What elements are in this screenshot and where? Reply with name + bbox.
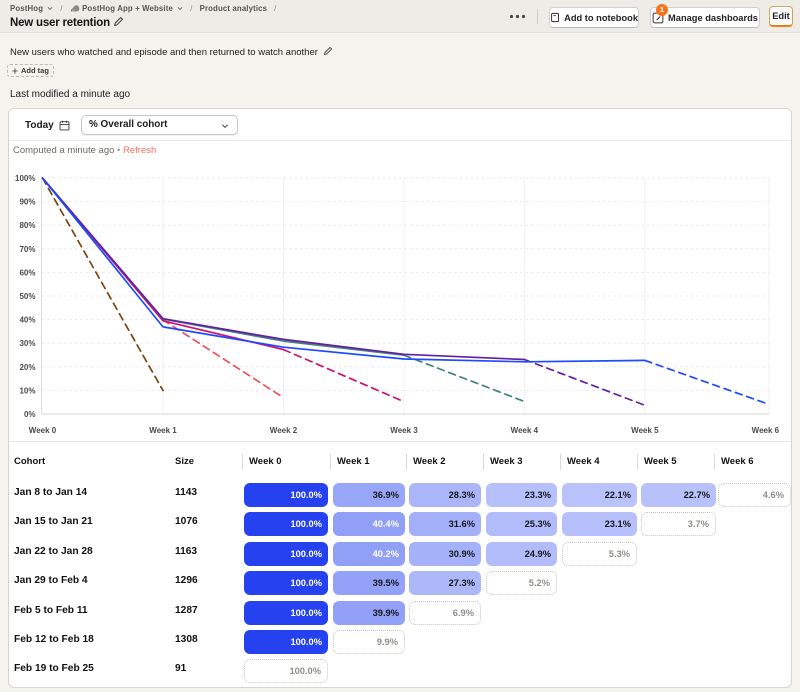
svg-text:40%: 40% xyxy=(19,316,35,325)
svg-text:100%: 100% xyxy=(15,174,35,183)
svg-text:90%: 90% xyxy=(19,198,35,207)
svg-text:Week 5: Week 5 xyxy=(631,426,659,435)
svg-text:30%: 30% xyxy=(19,339,35,348)
svg-text:50%: 50% xyxy=(19,292,35,301)
svg-text:Week 2: Week 2 xyxy=(270,426,298,435)
svg-text:20%: 20% xyxy=(19,363,35,372)
svg-text:60%: 60% xyxy=(19,268,35,277)
svg-text:0%: 0% xyxy=(24,410,36,419)
svg-text:70%: 70% xyxy=(19,245,35,254)
svg-text:Week 0: Week 0 xyxy=(29,426,57,435)
svg-text:Week 3: Week 3 xyxy=(390,426,418,435)
svg-text:10%: 10% xyxy=(19,386,35,395)
svg-text:Week 1: Week 1 xyxy=(149,426,177,435)
svg-text:80%: 80% xyxy=(19,221,35,230)
svg-text:Week 6: Week 6 xyxy=(752,426,780,435)
svg-text:Week 4: Week 4 xyxy=(511,426,539,435)
